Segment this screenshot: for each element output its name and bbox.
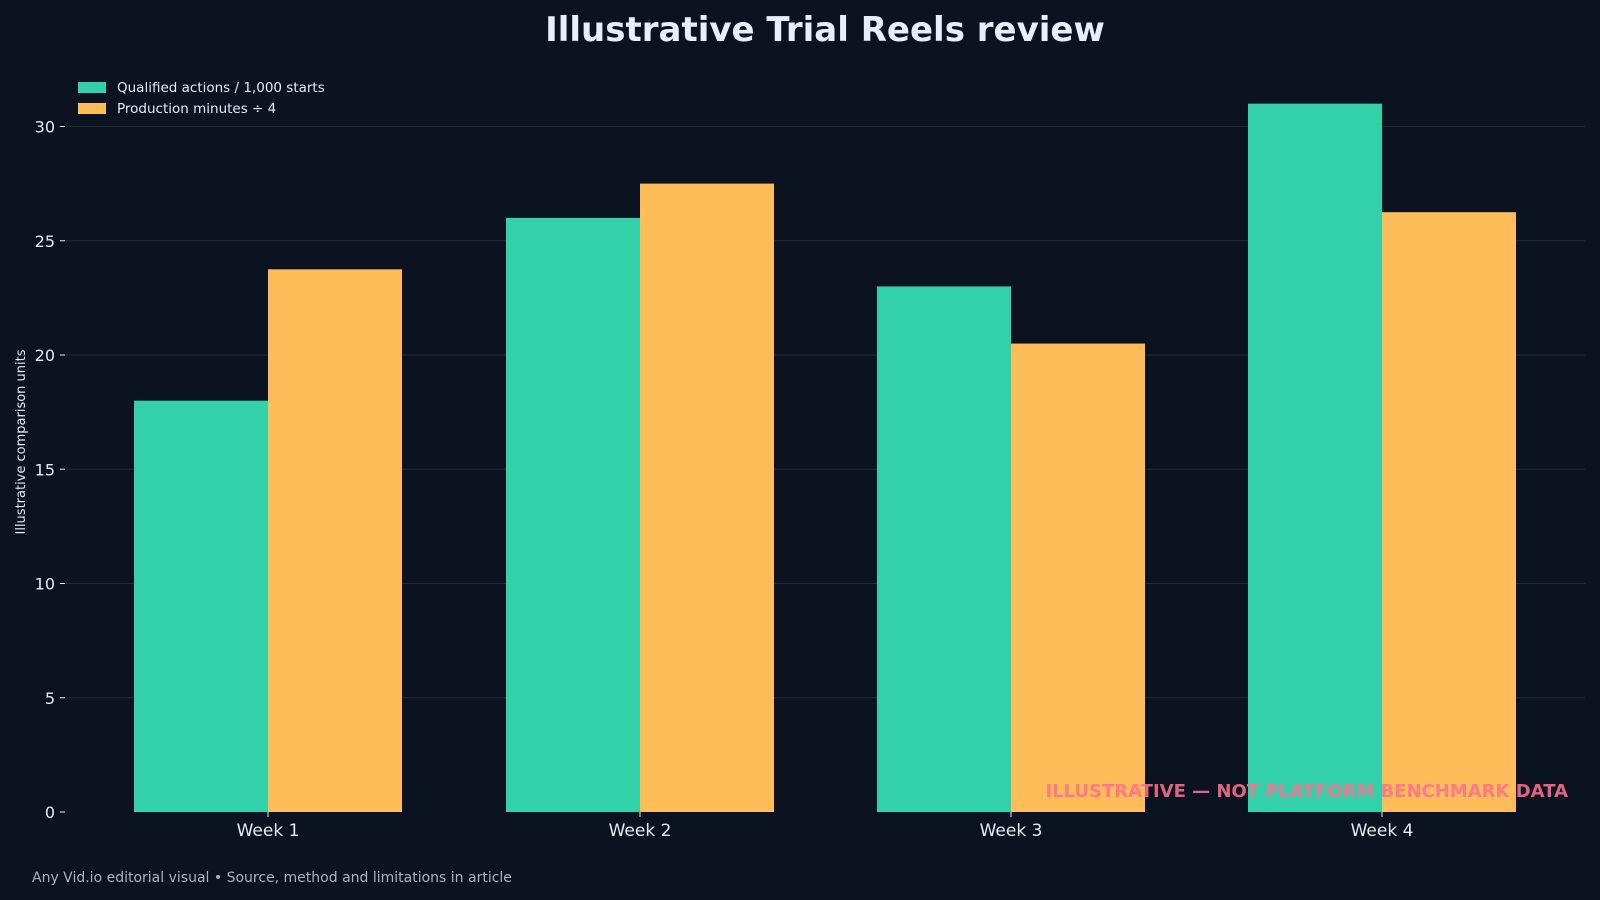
legend-swatch-qualified-actions xyxy=(78,82,106,93)
bar-qualified-actions-week-1 xyxy=(134,400,268,812)
bar-production-minutes-week-1 xyxy=(268,269,402,812)
bar-production-minutes-week-2 xyxy=(640,183,774,812)
x-tick-label: Week 3 xyxy=(980,821,1043,841)
legend-label-qualified-actions: Qualified actions / 1,000 starts xyxy=(117,80,325,96)
y-tick-label: 10 xyxy=(35,575,55,594)
bars xyxy=(134,103,1516,812)
y-tick-label: 30 xyxy=(35,118,55,137)
x-tick-label: Week 1 xyxy=(237,821,300,841)
x-tick-label: Week 2 xyxy=(609,821,672,841)
bar-qualified-actions-week-4 xyxy=(1248,103,1382,812)
x-tick-label: Week 4 xyxy=(1351,821,1414,841)
legend: Qualified actions / 1,000 starts Product… xyxy=(78,80,325,117)
footer-note: Any Vid.io editorial visual • Source, me… xyxy=(32,870,512,886)
watermark-text: ILLUSTRATIVE — NOT PLATFORM BENCHMARK DA… xyxy=(1045,781,1568,802)
y-tick-label: 25 xyxy=(35,232,55,251)
y-tick-label: 5 xyxy=(45,689,55,708)
legend-swatch-production-minutes xyxy=(78,103,106,114)
chart-title: Illustrative Trial Reels review xyxy=(545,10,1105,50)
bar-production-minutes-week-4 xyxy=(1382,212,1516,812)
legend-label-production-minutes: Production minutes ÷ 4 xyxy=(117,101,276,117)
y-tick-label: 20 xyxy=(35,346,55,365)
y-axis-label: Illustrative comparison units xyxy=(14,349,29,534)
y-tick-label: 15 xyxy=(35,460,55,479)
bar-qualified-actions-week-3 xyxy=(877,286,1011,812)
x-axis-ticks: Week 1 Week 2 Week 3 Week 4 xyxy=(237,812,1414,841)
y-tick-label: 0 xyxy=(45,803,55,822)
bar-production-minutes-week-3 xyxy=(1011,343,1145,812)
y-axis-ticks: 0 5 10 15 20 25 30 xyxy=(35,118,65,822)
bar-qualified-actions-week-2 xyxy=(506,217,640,812)
